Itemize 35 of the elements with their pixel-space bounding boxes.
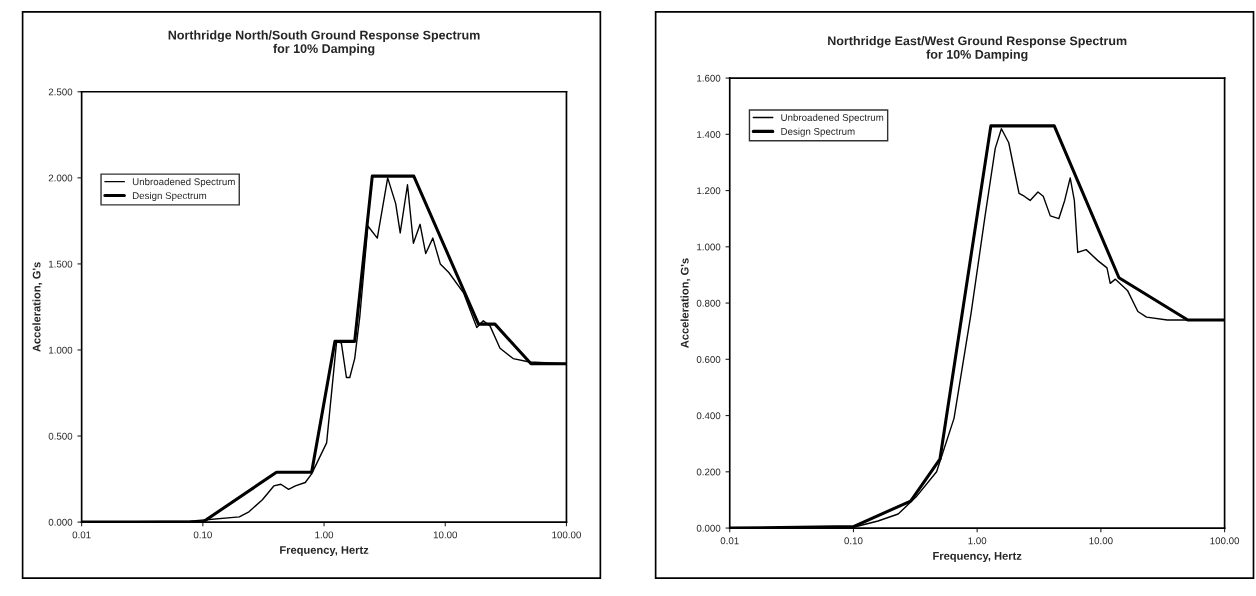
chart-title: Northridge East/West Ground Response Spectrum for 10% Damping — [828, 36, 1127, 62]
x-axis-title: Frequency, Hertz — [280, 546, 369, 557]
legend-label: Design Spectrum — [781, 127, 855, 137]
chart-title: Northridge North/South Ground Response Spectrum for 10% Damping — [168, 30, 480, 56]
x-tick-label: 0.10 — [193, 531, 212, 539]
y-tick-label: 0.000 — [48, 518, 73, 526]
legend-label: Design Spectrum — [132, 191, 207, 201]
y-tick-label: 1.400 — [697, 131, 721, 138]
y-axis-title: Acceleration, G's — [680, 258, 691, 348]
legend-label: Unbroadened Spectrum — [781, 113, 884, 123]
x-tick-label: 0.10 — [844, 537, 863, 545]
y-tick-label: 0.600 — [696, 356, 721, 363]
x-tick-label: 1.00 — [315, 531, 334, 539]
x-tick-label: 100.00 — [1210, 537, 1240, 545]
y-tick-label: 2.000 — [48, 174, 73, 182]
y-tick-label: 1.000 — [697, 243, 721, 251]
y-tick-label: 1.000 — [49, 346, 73, 354]
y-tick-label: 1.500 — [49, 260, 73, 268]
y-tick-label: 0.000 — [696, 524, 721, 532]
y-tick-label: 0.800 — [696, 299, 721, 307]
x-tick-label: 10.00 — [1089, 537, 1113, 545]
y-tick-label: 0.200 — [696, 468, 721, 476]
y-tick-label: 0.500 — [48, 432, 73, 440]
x-tick-label: 0.01 — [720, 537, 739, 545]
y-tick-label: 2.500 — [48, 88, 73, 96]
x-tick-label: 10.00 — [433, 531, 458, 539]
x-tick-label: 1.00 — [968, 537, 987, 545]
y-tick-label: 0.400 — [696, 412, 721, 420]
x-tick-label: 0.01 — [72, 531, 91, 539]
y-axis-title: Acceleration, G's — [32, 262, 43, 352]
x-tick-label: 100.00 — [552, 531, 581, 539]
y-tick-label: 1.600 — [697, 74, 721, 82]
legend-label: Unbroadened Spectrum — [132, 177, 235, 188]
y-tick-label: 1.200 — [697, 187, 721, 195]
x-axis-title: Frequency, Hertz — [933, 552, 1022, 563]
